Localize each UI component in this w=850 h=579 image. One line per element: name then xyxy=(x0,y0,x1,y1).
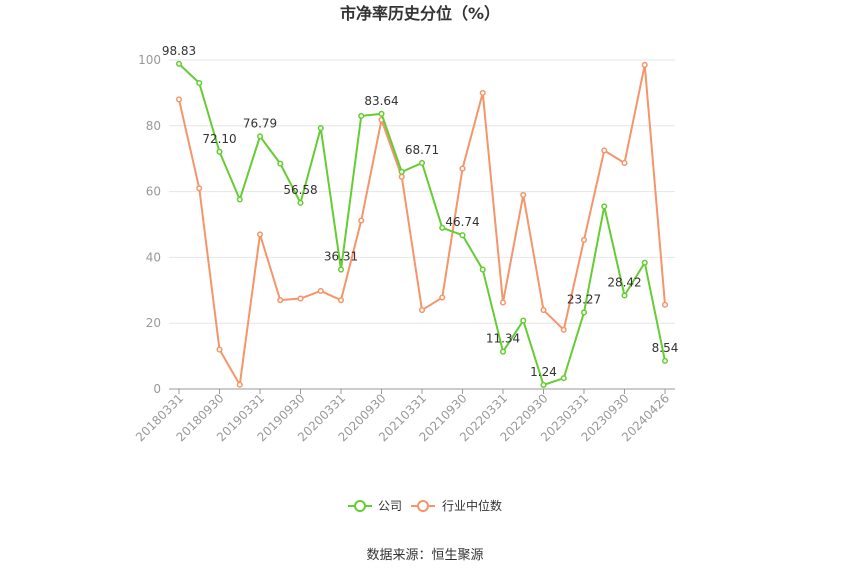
data-point[interactable] xyxy=(580,309,588,316)
y-tick-label: 80 xyxy=(146,119,161,133)
y-tick-label: 0 xyxy=(153,382,161,396)
data-point[interactable] xyxy=(601,147,608,154)
data-point[interactable] xyxy=(418,306,426,314)
data-label: 68.71 xyxy=(405,143,439,157)
data-point[interactable] xyxy=(378,110,385,117)
data-point[interactable] xyxy=(317,287,324,295)
data-point[interactable] xyxy=(236,381,243,388)
legend-marker xyxy=(354,500,366,512)
data-point[interactable] xyxy=(479,89,486,96)
data-point[interactable] xyxy=(418,159,426,166)
data-point[interactable] xyxy=(499,299,507,306)
data-point[interactable] xyxy=(560,375,567,382)
data-label: 72.10 xyxy=(202,132,236,146)
data-point[interactable] xyxy=(641,259,648,266)
data-point[interactable] xyxy=(580,236,588,244)
data-point[interactable] xyxy=(540,306,547,314)
data-label: 23.27 xyxy=(567,292,601,306)
data-point[interactable] xyxy=(520,317,527,324)
data-point[interactable] xyxy=(540,381,547,388)
data-label: 98.83 xyxy=(162,44,196,58)
data-point[interactable] xyxy=(256,133,264,140)
legend-marker xyxy=(417,500,429,512)
data-point[interactable] xyxy=(398,168,405,175)
data-point[interactable] xyxy=(297,295,304,302)
y-tick-label: 40 xyxy=(146,250,161,264)
data-point[interactable] xyxy=(621,292,628,299)
data-point[interactable] xyxy=(479,266,486,273)
data-label: 11.34 xyxy=(486,332,520,346)
data-point[interactable] xyxy=(641,61,648,68)
data-label: 46.74 xyxy=(445,215,479,229)
data-point[interactable] xyxy=(499,348,507,355)
series-line-0 xyxy=(178,63,666,386)
legend-item[interactable]: 行业中位数 xyxy=(411,498,502,513)
data-point[interactable] xyxy=(661,301,669,308)
y-tick-label: 60 xyxy=(146,185,161,199)
data-label: 83.64 xyxy=(364,94,398,108)
data-point[interactable] xyxy=(236,196,243,203)
data-point[interactable] xyxy=(621,159,628,167)
series-line-1 xyxy=(178,63,666,386)
data-label: 28.42 xyxy=(607,275,641,289)
data-point[interactable] xyxy=(520,191,527,198)
value-labels: 98.83 72.10 76.79 56.58 36.31 83.64 68.71 46.74… xyxy=(162,44,679,379)
data-point[interactable] xyxy=(398,173,405,180)
data-label: 8.54 xyxy=(652,341,679,355)
data-point[interactable] xyxy=(661,357,669,364)
y-axis: 0 20 40 60 80 100 xyxy=(138,53,161,396)
legend-label: 行业中位数 xyxy=(442,498,502,513)
data-point[interactable] xyxy=(175,96,183,103)
data-point[interactable] xyxy=(297,199,304,206)
data-point[interactable] xyxy=(196,185,203,192)
data-point[interactable] xyxy=(256,231,264,238)
y-tick-label: 20 xyxy=(146,316,161,330)
data-point[interactable] xyxy=(560,326,567,333)
data-point[interactable] xyxy=(175,60,183,67)
series-layer xyxy=(175,60,669,388)
data-point[interactable] xyxy=(601,203,608,210)
legend[interactable]: 公司 行业中位数 xyxy=(348,498,502,513)
data-point[interactable] xyxy=(337,297,345,304)
data-point[interactable] xyxy=(216,148,223,155)
legend-label: 公司 xyxy=(378,499,402,513)
source-note: 数据来源：恒生聚源 xyxy=(366,548,483,563)
data-point[interactable] xyxy=(277,160,284,167)
data-point[interactable] xyxy=(439,294,446,301)
data-point[interactable] xyxy=(196,79,203,87)
data-point[interactable] xyxy=(337,266,345,273)
data-label: 36.31 xyxy=(324,250,358,264)
data-label: 1.24 xyxy=(530,365,557,379)
data-point[interactable] xyxy=(317,125,324,132)
data-point[interactable] xyxy=(358,112,365,119)
data-point[interactable] xyxy=(277,297,284,304)
data-point[interactable] xyxy=(459,232,466,239)
data-point[interactable] xyxy=(439,224,446,231)
y-tick-label: 100 xyxy=(138,53,161,67)
data-point[interactable] xyxy=(358,217,365,224)
chart-title: 市净率历史分位（%） xyxy=(340,4,500,23)
data-point[interactable] xyxy=(216,346,223,353)
data-point[interactable] xyxy=(459,165,466,172)
data-label: 56.58 xyxy=(283,183,317,197)
x-axis: 2018033120180930201903312019093020200331… xyxy=(133,388,675,444)
legend-item[interactable]: 公司 xyxy=(348,499,402,513)
data-label: 76.79 xyxy=(243,116,277,130)
